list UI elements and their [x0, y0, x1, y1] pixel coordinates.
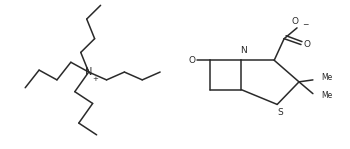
Text: O: O	[303, 40, 310, 49]
Text: O: O	[188, 56, 195, 65]
Text: +: +	[93, 76, 99, 82]
Text: O: O	[292, 17, 299, 25]
Text: −: −	[302, 20, 308, 30]
Text: Me: Me	[321, 73, 332, 82]
Text: S: S	[277, 108, 283, 117]
Text: N: N	[85, 67, 92, 77]
Text: N: N	[240, 46, 247, 55]
Text: Me: Me	[321, 91, 332, 100]
